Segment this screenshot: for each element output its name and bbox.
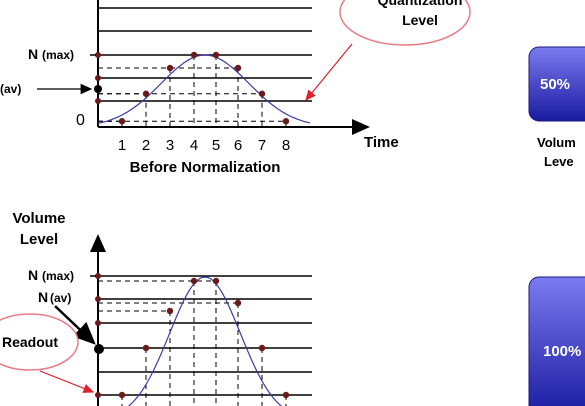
- top-sample-point: [118, 118, 126, 125]
- bottom-ylabel-line2: Level: [20, 231, 58, 248]
- volume-box-100-label: 100%: [543, 343, 581, 360]
- volume-label-line2: Leve: [544, 154, 574, 169]
- bottom-quantization-lines: [98, 275, 312, 396]
- readout-callout: [0, 313, 79, 371]
- top-caption: Before Normalization: [130, 159, 281, 176]
- top-axis-dot-max: [95, 52, 101, 58]
- bottom-n-av-sub: (av): [50, 291, 71, 305]
- bottom-n-max-sub: (max): [42, 269, 74, 283]
- callout-line2: Level: [402, 12, 438, 28]
- bottom-n-av-label: N: [38, 289, 48, 305]
- top-av-label: (av): [0, 82, 21, 96]
- top-sample-point: [142, 90, 150, 97]
- top-sample-points: [118, 51, 290, 125]
- callout-line1: Quantization: [378, 0, 463, 8]
- bottom-sample-point: [212, 277, 220, 285]
- volume-box-50: [528, 46, 585, 122]
- bottom-sample-point: [166, 307, 174, 315]
- readout-label: Readout: [2, 334, 58, 350]
- top-x-tick-label: 6: [234, 137, 242, 154]
- top-axis-dot-av: [94, 85, 102, 93]
- top-sample-point: [258, 90, 266, 97]
- top-axis-dot-low: [95, 98, 101, 104]
- bottom-av-arrow: [54, 305, 96, 345]
- bottom-dashed-guides: [98, 280, 287, 406]
- top-signal-curve: [97, 54, 311, 124]
- top-x-tick-label: 2: [142, 137, 150, 154]
- top-sample-point: [190, 51, 198, 59]
- top-sample-point: [212, 51, 220, 59]
- bottom-sample-point: [258, 344, 266, 352]
- volume-box-50-label: 50%: [540, 76, 570, 93]
- bottom-axis-dot-readout: [94, 344, 104, 354]
- top-x-tick-label: 8: [282, 137, 290, 154]
- top-x-tick-label: 1: [118, 137, 126, 154]
- bottom-sample-point: [118, 391, 126, 399]
- top-n-max-sub: (max): [42, 48, 74, 62]
- bottom-axis-dot-max: [95, 273, 101, 279]
- top-sample-point: [166, 64, 174, 72]
- top-x-tick-label: 5: [212, 137, 220, 154]
- bottom-sample-point: [190, 277, 198, 285]
- top-sample-point: [234, 64, 242, 72]
- readout-arrow: [39, 370, 95, 393]
- bottom-ylabel-line1: Volume: [12, 210, 65, 227]
- bottom-axis-dot-low: [95, 392, 101, 398]
- volume-box-100: [528, 276, 585, 406]
- top-x-tick-label: 3: [166, 137, 174, 154]
- right-panel: 50% Volum Leve 100%: [528, 46, 585, 406]
- bottom-axis-dot-mid: [95, 320, 101, 326]
- top-axis-dot: [95, 75, 101, 81]
- volume-label-line1: Volum: [537, 135, 576, 150]
- top-n-label: N: [28, 46, 38, 62]
- bottom-n-max-label: N: [28, 267, 38, 283]
- top-x-tick-label: 7: [258, 137, 266, 154]
- quantization-callout: [339, 0, 471, 46]
- top-x-tick-label: 4: [190, 137, 198, 154]
- bottom-sample-points: [118, 277, 290, 399]
- bottom-axis-dot-av: [95, 296, 101, 302]
- bottom-panel: Volume Level N (max) N (av) Readout: [0, 210, 312, 406]
- bottom-sample-point: [282, 391, 290, 399]
- top-zero-label: 0: [76, 112, 85, 129]
- top-time-label: Time: [364, 134, 399, 151]
- bottom-sample-point: [142, 344, 150, 352]
- top-dashed-guides: [98, 54, 287, 127]
- bottom-sample-point: [234, 299, 242, 307]
- bottom-signal-curve: [127, 276, 283, 406]
- top-sample-point: [282, 118, 290, 125]
- callout-arrow: [305, 43, 353, 101]
